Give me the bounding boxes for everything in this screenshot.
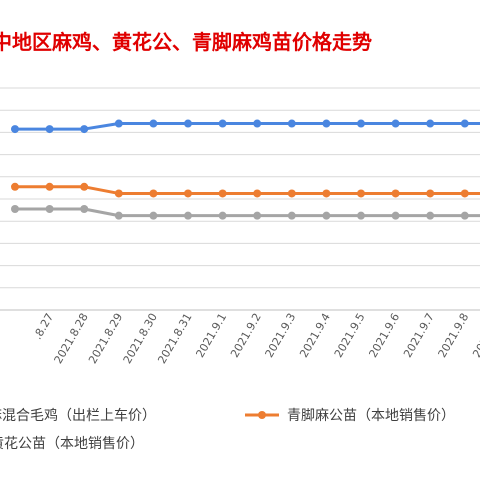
data-point xyxy=(184,211,192,220)
data-point xyxy=(114,119,123,128)
data-point xyxy=(149,189,158,198)
data-point xyxy=(114,189,123,198)
data-point xyxy=(460,211,469,220)
data-point xyxy=(287,189,296,198)
legend: 青脚麻混合毛鸡（出栏上车价） 青脚麻公苗（本地销售价） 黄花公苗（本地销售价） xyxy=(0,407,455,452)
data-point xyxy=(426,119,435,128)
gridlines xyxy=(0,87,480,289)
data-point xyxy=(218,189,227,198)
data-point xyxy=(426,211,435,220)
data-point xyxy=(391,119,400,128)
data-point xyxy=(184,119,192,128)
data-point xyxy=(45,204,54,213)
data-point xyxy=(322,119,331,128)
data-point xyxy=(391,189,400,198)
data-point xyxy=(11,125,19,134)
data-point xyxy=(287,119,296,128)
legend-item-1: 青脚麻混合毛鸡（出栏上车价） xyxy=(0,407,156,424)
data-point xyxy=(253,119,262,128)
data-point xyxy=(11,182,19,191)
legend-label: 青脚麻混合毛鸡（出栏上车价） xyxy=(0,407,156,424)
data-point xyxy=(45,125,54,134)
data-point xyxy=(357,189,365,198)
data-point xyxy=(149,119,158,128)
data-point xyxy=(80,125,89,134)
legend-label: 青脚麻公苗（本地销售价） xyxy=(287,408,455,424)
data-point xyxy=(322,189,331,198)
chart-title: 中地区麻鸡、黄花公、青脚麻鸡苗价格走势 xyxy=(0,30,372,54)
legend-marker xyxy=(258,411,266,419)
legend-item-2: 青脚麻公苗（本地销售价） xyxy=(245,408,455,424)
series-group xyxy=(11,119,480,220)
data-point xyxy=(426,189,435,198)
data-point xyxy=(80,204,89,213)
data-point xyxy=(11,204,19,213)
data-point xyxy=(322,211,331,220)
data-point xyxy=(184,189,192,198)
data-point xyxy=(114,211,123,220)
data-point xyxy=(460,119,469,128)
data-point xyxy=(253,189,262,198)
legend-label: 黄花公苗（本地销售价） xyxy=(0,435,144,452)
data-point xyxy=(149,211,158,220)
series-line-3 xyxy=(15,207,480,218)
data-point xyxy=(357,211,365,220)
legend-item-3: 黄花公苗（本地销售价） xyxy=(0,435,144,452)
data-point xyxy=(218,211,227,220)
data-point xyxy=(391,211,400,220)
data-point xyxy=(45,182,54,191)
series-line-2 xyxy=(15,185,480,195)
data-point xyxy=(357,119,365,128)
data-point xyxy=(80,182,89,191)
data-point xyxy=(460,189,469,198)
data-point xyxy=(287,211,296,220)
data-point xyxy=(253,211,262,220)
data-point xyxy=(218,119,227,128)
series-line-1 xyxy=(15,122,480,131)
